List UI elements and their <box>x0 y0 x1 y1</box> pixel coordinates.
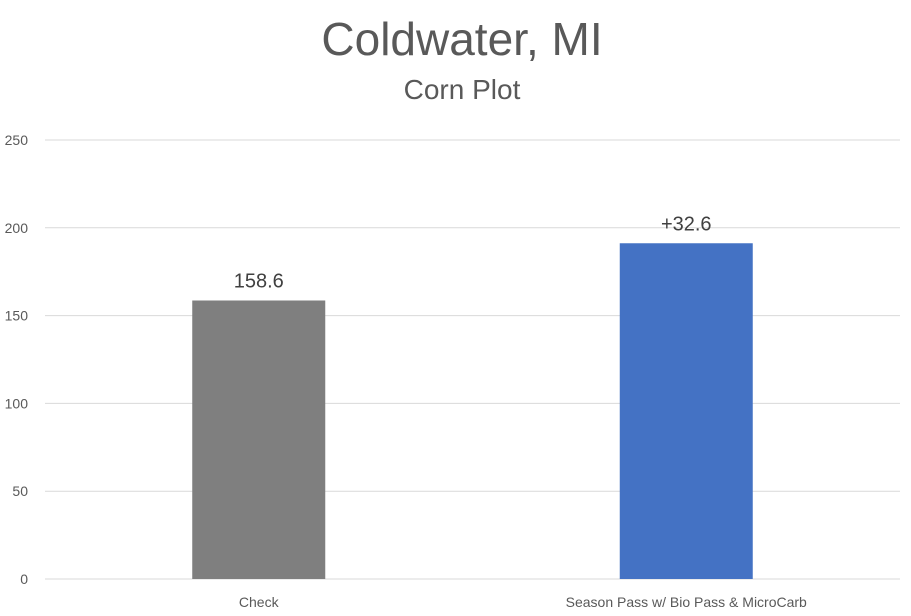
y-tick-label: 200 <box>5 220 29 236</box>
y-tick-label: 100 <box>5 395 29 411</box>
y-tick-label: 250 <box>5 132 29 148</box>
bars <box>192 243 753 579</box>
gridlines <box>45 139 900 580</box>
bar-1 <box>192 300 326 579</box>
chart-subtitle: Corn Plot <box>404 74 521 105</box>
data-label-2: +32.6 <box>661 213 712 235</box>
y-tick-label: 50 <box>12 483 28 499</box>
category-label-2: Season Pass w/ Bio Pass & MicroCarb <box>566 594 807 610</box>
x-axis-categories: Check Season Pass w/ Bio Pass & MicroCarb <box>239 594 807 610</box>
data-label-1: 158.6 <box>234 270 284 292</box>
bar-2 <box>619 243 753 579</box>
y-tick-label: 0 <box>20 571 28 587</box>
y-axis-ticks: 0 50 100 150 200 250 <box>5 132 29 587</box>
chart-title: Coldwater, MI <box>321 13 602 65</box>
data-labels: 158.6 +32.6 <box>234 213 712 292</box>
category-label-1: Check <box>239 594 280 610</box>
y-tick-label: 150 <box>5 308 29 324</box>
